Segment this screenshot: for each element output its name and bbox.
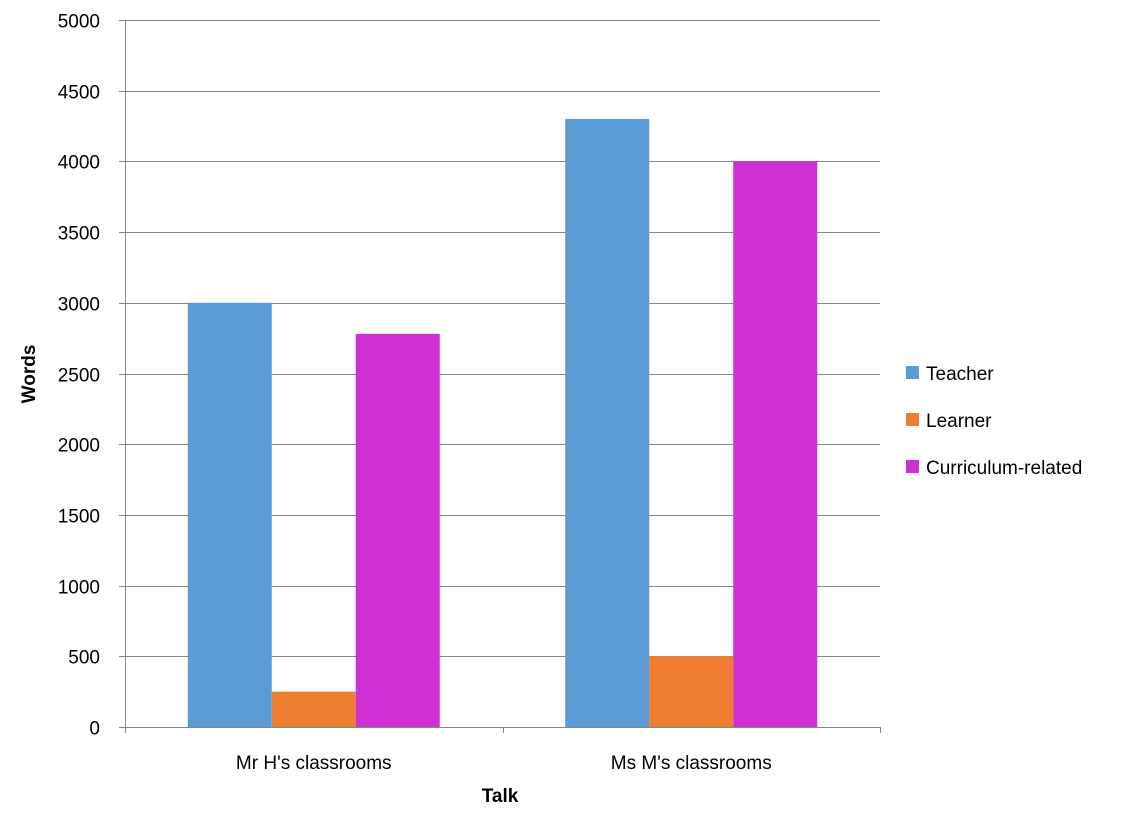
x-tick-label: Ms M's classrooms bbox=[611, 753, 772, 774]
y-tick-label: 0 bbox=[89, 719, 100, 740]
y-tick-label: 4500 bbox=[58, 83, 100, 104]
y-tick-label: 1500 bbox=[58, 507, 100, 528]
bar-learner-2 bbox=[649, 656, 734, 727]
y-axis-title: Words bbox=[19, 345, 40, 404]
legend-swatch bbox=[906, 460, 919, 473]
x-tick-label: Mr H's classrooms bbox=[236, 753, 392, 774]
x-axis-title: Talk bbox=[482, 786, 519, 807]
legend: Teacher Learner Curriculum-related bbox=[906, 364, 1082, 479]
y-tick-label: 1000 bbox=[58, 578, 100, 599]
legend-swatch bbox=[906, 413, 919, 426]
legend-label: Curriculum-related bbox=[926, 458, 1082, 479]
bar-curriculum-related-2 bbox=[733, 161, 818, 727]
y-tick-label: 5000 bbox=[58, 12, 100, 33]
legend-label: Learner bbox=[926, 411, 992, 432]
axes: 0 500 1000 1500 2000 2500 3000 3500 4000 4500 5000… bbox=[58, 12, 881, 774]
y-tick-label: 3000 bbox=[58, 295, 100, 316]
legend-label: Teacher bbox=[926, 364, 994, 385]
y-tick-label: 500 bbox=[68, 648, 100, 669]
bar-teacher-1 bbox=[187, 302, 272, 727]
bars bbox=[187, 118, 818, 728]
y-tick-label: 2000 bbox=[58, 436, 100, 457]
bar-curriculum-related-1 bbox=[355, 333, 440, 727]
y-tick-label: 4000 bbox=[58, 153, 100, 174]
y-tick-label: 3500 bbox=[58, 224, 100, 245]
legend-swatch bbox=[906, 366, 919, 379]
y-tick-label: 2500 bbox=[58, 366, 100, 387]
bar-learner-1 bbox=[271, 691, 356, 727]
bar-teacher-2 bbox=[565, 118, 650, 728]
